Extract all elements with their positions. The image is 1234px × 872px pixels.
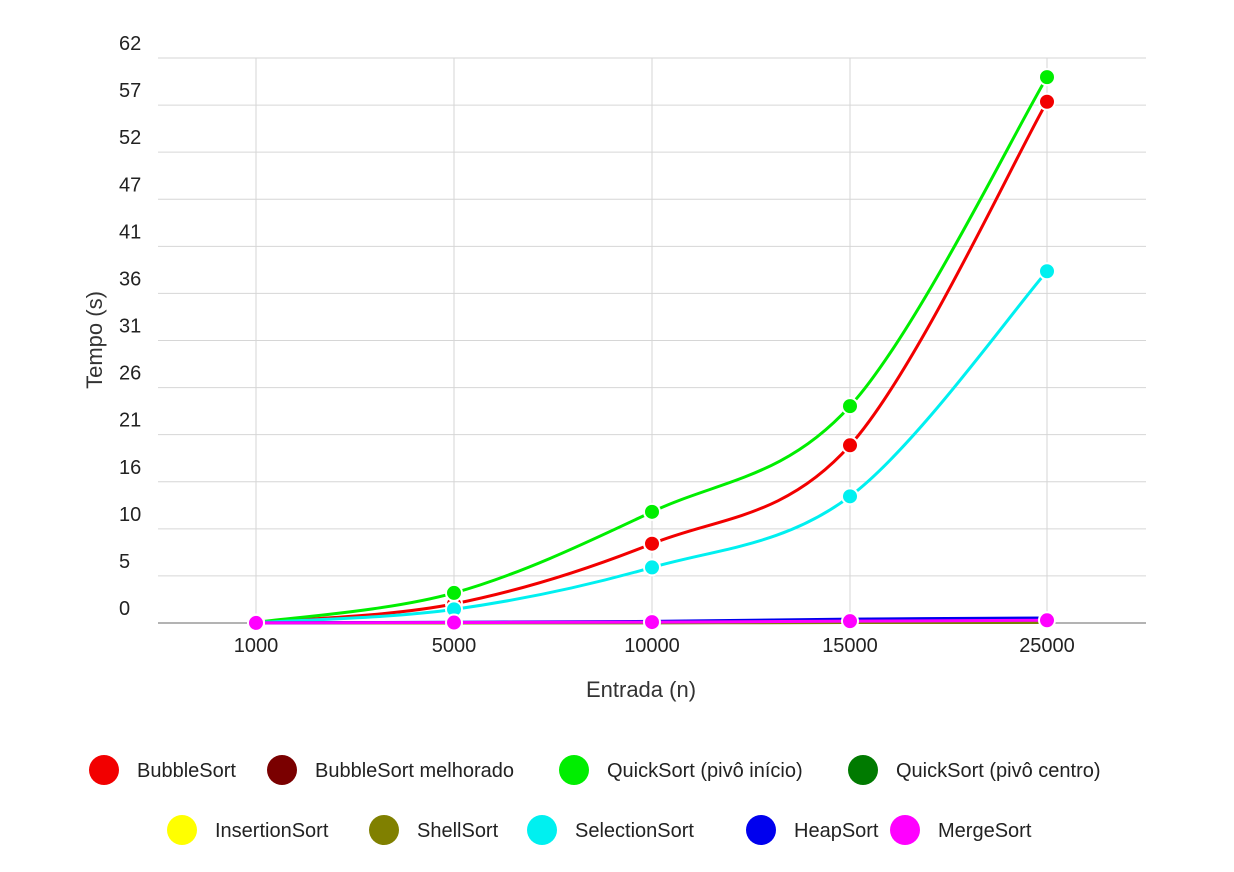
legend-item[interactable]: BubbleSort melhorado <box>267 755 514 785</box>
y-tick-label: 5 <box>119 551 130 573</box>
data-point[interactable] <box>841 612 859 631</box>
x-tick-label: 15000 <box>822 635 878 657</box>
legend-label: BubbleSort <box>137 760 236 782</box>
y-tick-label: 47 <box>119 174 141 196</box>
gridlines <box>158 57 1146 624</box>
y-tick-label: 41 <box>119 221 141 243</box>
legend-item[interactable]: SelectionSort <box>527 815 694 845</box>
legend-item[interactable]: BubbleSort <box>89 755 236 785</box>
y-axis-title: Tempo (s) <box>82 291 107 389</box>
y-tick-label: 62 <box>119 33 141 55</box>
y-tick-label: 21 <box>119 410 141 432</box>
data-point[interactable] <box>1038 92 1056 111</box>
y-tick-label: 16 <box>119 457 141 479</box>
data-point[interactable] <box>1038 611 1056 630</box>
y-tick-label: 26 <box>119 363 141 385</box>
legend-item[interactable]: MergeSort <box>890 815 1032 845</box>
y-tick-label: 0 <box>119 598 130 620</box>
y-tick-label: 36 <box>119 268 141 290</box>
y-tick-label: 52 <box>119 127 141 149</box>
legend-swatch <box>890 815 920 845</box>
x-tick-label: 5000 <box>432 635 477 657</box>
legend-label: MergeSort <box>938 820 1032 842</box>
x-axis-ticks: 1000 5000 10000 15000 25000 <box>234 635 1075 657</box>
legend-swatch <box>746 815 776 845</box>
legend-item[interactable]: QuickSort (pivô início) <box>559 755 803 785</box>
legend-swatch <box>559 755 589 785</box>
y-axis-ticks: 0 5 10 16 21 26 31 36 41 47 52 57 62 <box>119 33 141 620</box>
legend-item[interactable]: QuickSort (pivô centro) <box>848 755 1101 785</box>
legend-swatch <box>369 815 399 845</box>
data-point[interactable] <box>445 583 463 602</box>
legend-swatch <box>527 815 557 845</box>
legend-label: SelectionSort <box>575 820 694 842</box>
data-point[interactable] <box>643 534 661 553</box>
data-point[interactable] <box>445 613 463 632</box>
data-point[interactable] <box>841 487 859 506</box>
legend-swatch <box>167 815 197 845</box>
x-tick-label: 10000 <box>624 635 680 657</box>
legend-swatch <box>848 755 878 785</box>
y-tick-label: 10 <box>119 504 141 526</box>
legend-label: HeapSort <box>794 820 879 842</box>
data-point[interactable] <box>643 502 661 521</box>
legend-label: QuickSort (pivô centro) <box>896 760 1101 782</box>
series-line <box>254 100 1049 625</box>
legend-item[interactable]: HeapSort <box>746 815 879 845</box>
legend-label: ShellSort <box>417 820 499 842</box>
data-point[interactable] <box>1038 262 1056 281</box>
series-line <box>254 75 1049 625</box>
legend-item[interactable]: ShellSort <box>369 815 499 845</box>
data-point[interactable] <box>643 558 661 577</box>
legend-label: QuickSort (pivô início) <box>607 760 803 782</box>
data-point[interactable] <box>841 436 859 455</box>
data-point[interactable] <box>643 613 661 632</box>
y-tick-label: 57 <box>119 80 141 102</box>
series-points <box>247 68 1056 632</box>
data-point[interactable] <box>247 613 265 632</box>
legend: BubbleSort BubbleSort melhorado QuickSort … <box>89 755 1101 845</box>
x-tick-label: 25000 <box>1019 635 1075 657</box>
x-tick-label: 1000 <box>234 635 279 657</box>
legend-item[interactable]: InsertionSort <box>167 815 329 845</box>
data-point[interactable] <box>1038 68 1056 87</box>
legend-swatch <box>89 755 119 785</box>
y-tick-label: 31 <box>119 316 141 338</box>
legend-swatch <box>267 755 297 785</box>
legend-label: InsertionSort <box>215 820 329 842</box>
data-point[interactable] <box>841 397 859 416</box>
x-axis-title: Entrada (n) <box>586 677 696 702</box>
legend-label: BubbleSort melhorado <box>315 760 514 782</box>
